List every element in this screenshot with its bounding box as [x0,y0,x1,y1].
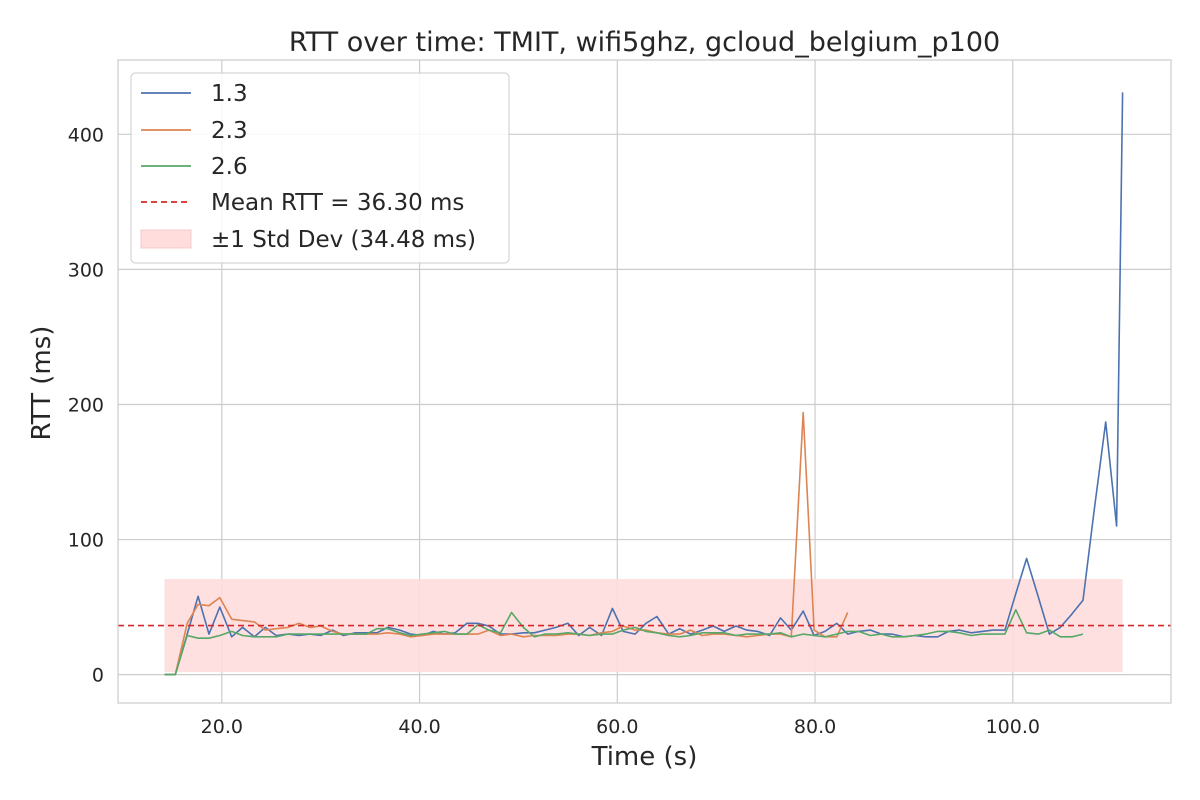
x-axis-label: Time (s) [591,742,698,772]
legend-label-mean: Mean RTT = 36.30 ms [211,190,464,216]
plot-frame [117,59,1172,704]
y-axis-label: RTT (ms) [27,326,57,441]
x-tick-label: 60.0 [596,716,638,738]
x-tick-label: 40.0 [398,716,440,738]
legend-box [130,72,510,264]
legend-swatch-std-band [140,229,192,249]
legend-label-2-6: 2.6 [211,154,248,180]
legend: 1.3 2.3 2.6 Mean RTT = 36.30 ms ±1 Std D… [130,72,510,264]
legend-label-std-band: ±1 Std Dev (34.48 ms) [211,227,476,253]
legend-label-1-3: 1.3 [211,81,248,107]
series-line-2-6 [164,608,1084,676]
legend-label-2-3: 2.3 [211,118,248,144]
y-tick-label: 300 [68,259,104,281]
y-tick-label: 100 [68,530,104,552]
chart-title: RTT over time: TMIT, wifi5ghz, gcloud_be… [289,27,1000,58]
x-tick-labels: 20.0 40.0 60.0 80.0 100.0 [201,716,1040,738]
x-tick-label: 100.0 [986,716,1040,738]
series-layer [164,92,1124,676]
x-tick-label: 20.0 [201,716,243,738]
y-tick-label: 0 [92,665,104,687]
y-tick-labels: 0 100 200 300 400 [68,124,104,686]
x-tick-label: 80.0 [794,716,836,738]
y-tick-label: 400 [68,124,104,146]
y-tick-label: 200 [68,394,104,416]
